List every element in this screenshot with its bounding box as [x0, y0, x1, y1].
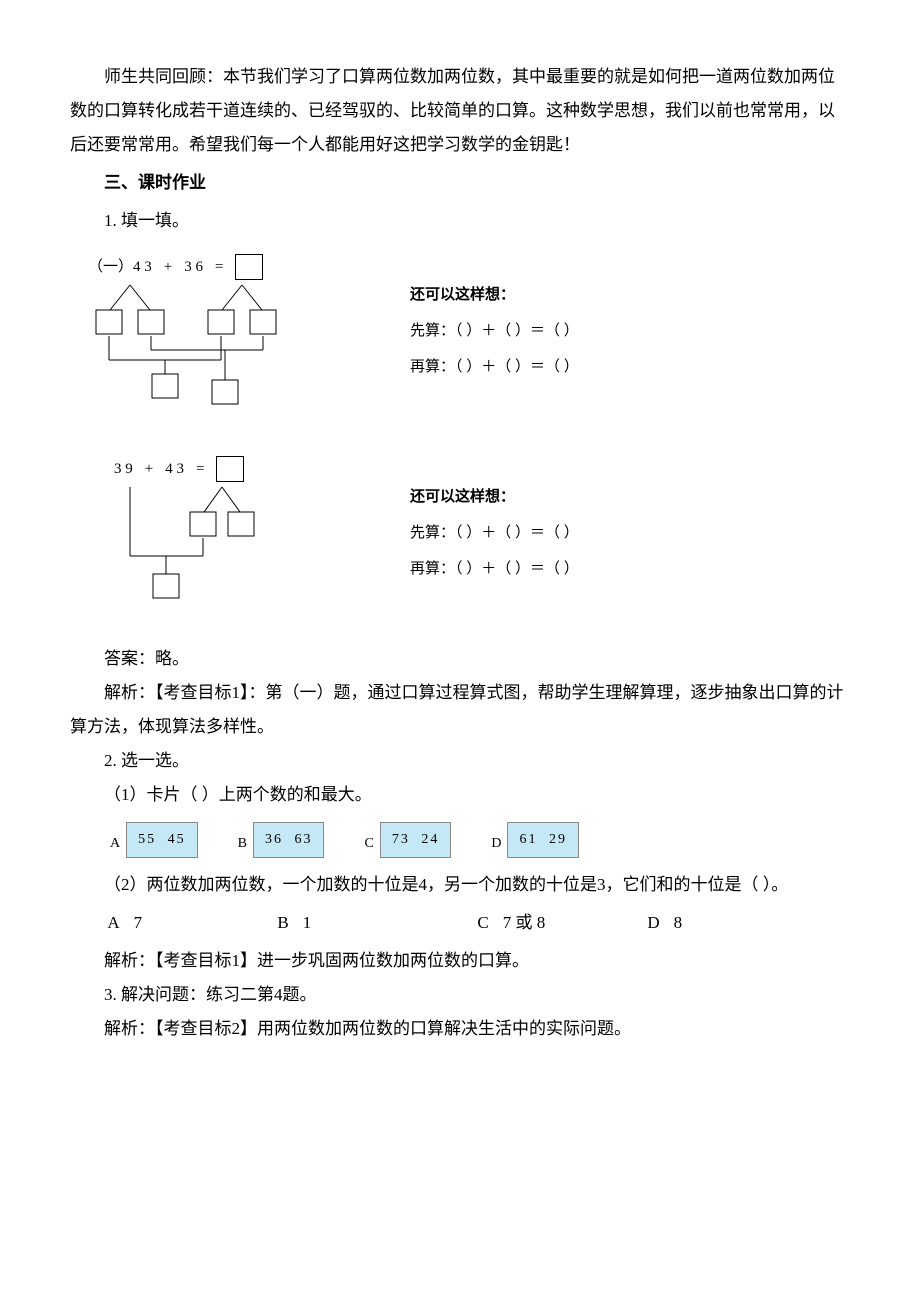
card-a-label: A	[110, 830, 120, 858]
d1-alt-line2: 再算：（ ）＋（ ）＝（ ）	[410, 352, 850, 382]
d2-alt-title: 还可以这样想：	[410, 482, 850, 512]
diagram-2-row: 3 9 + 4 3 = 还可以这样想： 先算：（ ）＋（ ）＝（ ） 再算：（ …	[70, 454, 850, 632]
diagram-1-row: （一）4 3 + 3 6 =	[70, 252, 850, 440]
diagram-1-expr: （一）4 3 + 3 6 =	[70, 252, 410, 282]
card-d-n2: 29	[546, 826, 570, 854]
d2-alt-line2: 再算：（ ）＋（ ）＝（ ）	[410, 554, 850, 584]
d2-svg	[70, 482, 370, 632]
d1-right: 3 6	[184, 252, 203, 282]
card-c: 73 24	[380, 822, 452, 858]
card-a-n1: 55	[135, 826, 159, 854]
opt-b-l: B	[277, 906, 288, 940]
card-b: 36 63	[253, 822, 325, 858]
cards-row: A 55 45 B 36 63 C 73 24 D 61 29	[110, 822, 850, 858]
opt-b-v: 1	[303, 906, 312, 940]
card-b-item: B 36 63	[238, 822, 325, 858]
d2-op: +	[145, 454, 153, 484]
card-c-n1: 73	[389, 826, 413, 854]
card-d-label: D	[491, 830, 501, 858]
opt-d: D 8	[647, 906, 767, 940]
d1-alt-line1: 先算：（ ）＋（ ）＝（ ）	[410, 316, 850, 346]
opt-c-l: C	[477, 906, 488, 940]
card-d: 61 29	[507, 822, 579, 858]
q3-title: 3. 解决问题：练习二第4题。	[70, 978, 850, 1012]
card-a-item: A 55 45	[110, 822, 198, 858]
card-b-n1: 36	[262, 826, 286, 854]
d1-result-box	[235, 254, 263, 280]
diagram-2-alt: 还可以这样想： 先算：（ ）＋（ ）＝（ ） 再算：（ ）＋（ ）＝（ ）	[410, 454, 850, 590]
diagram-1-alt: 还可以这样想： 先算：（ ）＋（ ）＝（ ） 再算：（ ）＋（ ）＝（ ）	[410, 252, 850, 388]
d1-left: （一）4 3	[88, 252, 152, 282]
q1-title: 1. 填一填。	[70, 204, 850, 238]
d1-svg	[70, 280, 370, 440]
opt-d-l: D	[647, 906, 659, 940]
d2-eq: =	[196, 454, 204, 484]
q2-1: （1）卡片（ ）上两个数的和最大。	[70, 778, 850, 812]
card-a-n2: 45	[165, 826, 189, 854]
opt-a-l: A	[107, 906, 119, 940]
answer-line: 答案：略。	[70, 642, 850, 676]
d1-eq: =	[215, 252, 223, 282]
d2-right: 4 3	[165, 454, 184, 484]
d2-result-box	[216, 456, 244, 482]
intro-paragraph: 师生共同回顾：本节我们学习了口算两位数加两位数，其中最重要的就是如何把一道两位数…	[70, 60, 850, 162]
card-d-item: D 61 29	[491, 822, 579, 858]
card-c-n2: 24	[418, 826, 442, 854]
opt-c: C 7 或 8	[477, 906, 647, 940]
d1-alt-title: 还可以这样想：	[410, 280, 850, 310]
q2-2: （2）两位数加两位数，一个加数的十位是4，另一个加数的十位是3，它们和的十位是（…	[70, 868, 850, 902]
q2-title: 2. 选一选。	[70, 744, 850, 778]
analysis-1: 解析：【考查目标1】：第（一）题，通过口算过程算式图，帮助学生理解算理，逐步抽象…	[70, 676, 850, 744]
section-3-title: 三、课时作业	[70, 166, 850, 200]
d2-alt-line1: 先算：（ ）＋（ ）＝（ ）	[410, 518, 850, 548]
card-d-n1: 61	[516, 826, 540, 854]
opt-a: A 7	[107, 906, 277, 940]
opt-d-v: 8	[674, 906, 683, 940]
analysis-3: 解析：【考查目标2】用两位数加两位数的口算解决生活中的实际问题。	[70, 1012, 850, 1046]
card-c-item: C 73 24	[364, 822, 451, 858]
card-a: 55 45	[126, 822, 198, 858]
q2-2-options: A 7 B 1 C 7 或 8 D 8	[107, 906, 850, 940]
d2-left: 3 9	[114, 454, 133, 484]
d1-op: +	[164, 252, 172, 282]
diagram-2-expr: 3 9 + 4 3 =	[70, 454, 410, 484]
diagram-2: 3 9 + 4 3 =	[70, 454, 410, 632]
opt-b: B 1	[277, 906, 477, 940]
card-b-n2: 63	[291, 826, 315, 854]
card-b-label: B	[238, 830, 247, 858]
card-c-label: C	[364, 830, 373, 858]
analysis-2: 解析：【考查目标1】进一步巩固两位数加两位数的口算。	[70, 944, 850, 978]
opt-a-v: 7	[134, 906, 143, 940]
diagram-1: （一）4 3 + 3 6 =	[70, 252, 410, 440]
opt-c-v: 7 或 8	[503, 906, 546, 940]
